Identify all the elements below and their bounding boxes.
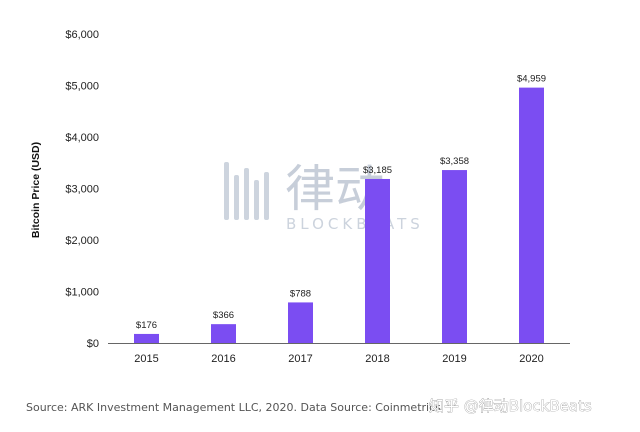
x-tick-label: 2019 (442, 353, 466, 365)
y-tick-label: $3,000 (65, 184, 99, 196)
watermark-latin: BLOCKBEATS (286, 215, 424, 233)
x-tick-label: 2016 (211, 353, 235, 365)
x-tick-label: 2015 (134, 353, 158, 365)
x-tick-label: 2017 (288, 353, 312, 365)
data-label: $4,959 (517, 74, 546, 85)
y-tick-label: $4,000 (65, 132, 99, 144)
bar (442, 170, 467, 343)
x-tick-label: 2020 (519, 353, 543, 365)
source-note: Source: ARK Investment Management LLC, 2… (26, 401, 441, 414)
bars (134, 87, 544, 343)
data-label: $3,185 (363, 165, 392, 176)
y-tick-label: $5,000 (65, 81, 99, 93)
bar (365, 178, 390, 343)
y-tick-label: $1,000 (65, 287, 99, 299)
bar (134, 333, 159, 343)
data-label: $366 (213, 310, 234, 321)
bar (288, 302, 313, 343)
data-label: $3,358 (440, 156, 469, 167)
data-label: $176 (136, 320, 157, 331)
y-tick-label: $0 (87, 338, 99, 350)
x-tick-label: 2018 (365, 353, 389, 365)
bar (211, 324, 236, 343)
zhihu-credit: 知乎 @律动BlockBeats (429, 397, 592, 415)
watermark-logo-icon (224, 162, 269, 220)
x-axis-ticks: 2015 2016 2017 2018 2019 2020 (134, 353, 543, 365)
y-tick-label: $6,000 (65, 29, 99, 41)
data-label: $788 (290, 288, 311, 299)
y-tick-label: $2,000 (65, 235, 99, 247)
watermark: 律动 BLOCKBEATS (224, 160, 424, 233)
bar (519, 87, 544, 343)
y-axis-label: Bitcoin Price (USD) (30, 142, 42, 238)
data-labels: $176 $366 $788 $3,185 $3,358 $4,959 (136, 74, 546, 331)
y-axis-ticks: $0 $1,000 $2,000 $3,000 $4,000 $5,000 $6,000 (65, 29, 99, 350)
